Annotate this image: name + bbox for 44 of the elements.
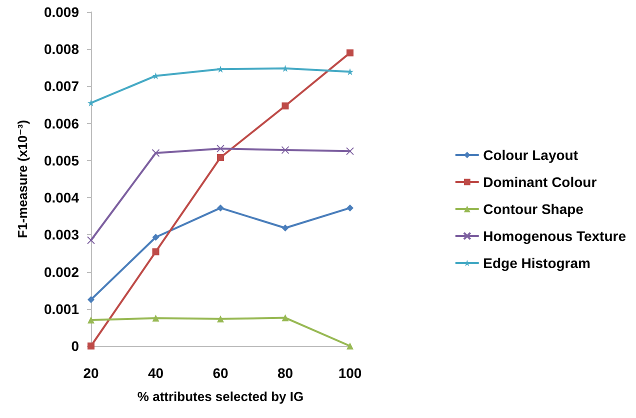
x-axis-title: % attributes selected by IG [137,389,304,404]
point [87,236,95,244]
point [217,315,224,322]
y-tick-label: 0 [71,338,80,354]
legend-label: Contour Shape [483,201,584,217]
point [217,154,224,161]
point [346,204,354,212]
point [152,234,160,241]
point [346,49,354,56]
point [152,314,160,322]
y-tick-label: 0.003 [44,226,80,243]
point [282,224,289,232]
y-tick-label: 0.004 [44,190,80,206]
point [217,66,224,73]
point [346,68,354,76]
legend-label: Homogenous Texture [483,228,626,244]
point [88,296,94,304]
y-tick-label: 0.005 [44,152,80,168]
point [282,102,289,110]
x-tick-label: 100 [338,365,362,381]
x-tick-label: 60 [212,365,228,381]
x-tick-label: 80 [277,365,294,381]
y-tick-label: 0.001 [44,300,80,317]
y-tick-label: 0.009 [44,4,80,20]
point [88,316,94,324]
point [346,147,354,156]
point [281,146,290,154]
legend-label: Colour Layout [483,147,578,163]
point [217,204,224,212]
x-tick-label: 40 [148,365,164,381]
y-tick-label: 0.006 [44,115,80,132]
point [88,99,94,106]
y-axis-title: F1-measure (x10⁻³) [15,120,30,238]
y-tick-label: 0.002 [44,264,80,280]
y-tick-label: 0.008 [44,41,80,58]
legend-label: Dominant Colour [483,174,598,190]
point [152,248,160,256]
x-tick-label: 20 [83,365,99,381]
point [152,149,160,158]
legend-label: Edge Histogram [483,255,590,271]
point [346,342,354,350]
point [216,144,224,153]
point [282,314,289,322]
y-tick-label: 0.007 [44,78,80,94]
